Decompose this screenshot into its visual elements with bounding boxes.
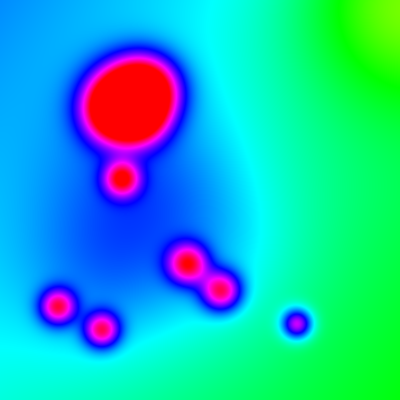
heatmap-field — [0, 0, 400, 400]
heatmap-chart — [0, 0, 400, 400]
